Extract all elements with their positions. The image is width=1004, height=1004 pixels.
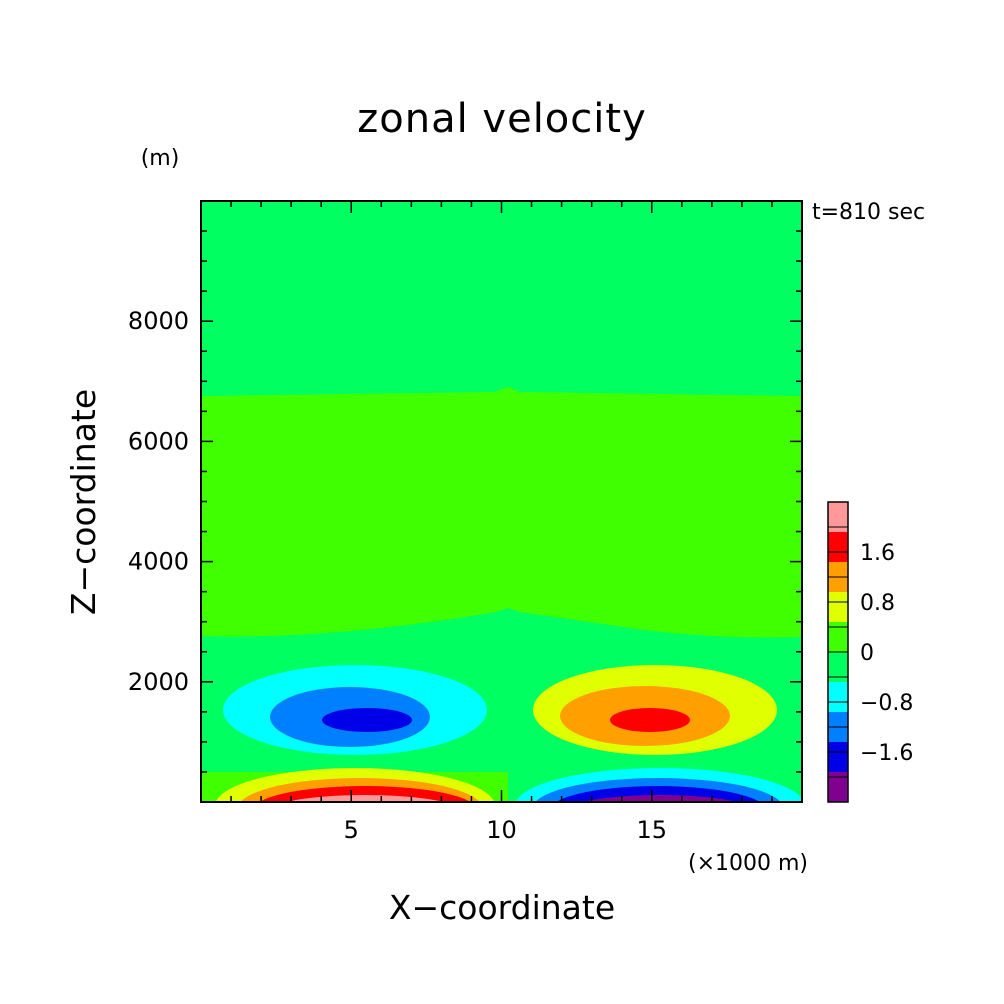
contour-surface-left-white — [272, 802, 452, 828]
y-unit-label: (m) — [141, 146, 180, 171]
contour-left-core — [322, 708, 412, 732]
axis-ticks — [201, 201, 802, 802]
colorbar-swatch — [828, 502, 848, 532]
chart-title: zonal velocity — [357, 96, 647, 142]
colorbar-tick-label: 0.8 — [860, 591, 895, 616]
time-label: t=810 sec — [812, 200, 925, 225]
contour-surface-left-red — [259, 786, 471, 802]
y-tick-label: 2000 — [128, 668, 189, 696]
y-tick-label: 8000 — [128, 307, 189, 335]
contour-surface-left-pink — [285, 795, 445, 802]
colorbar-tick-label: −1.6 — [860, 741, 913, 766]
colorbar-swatch — [828, 772, 848, 802]
colorbar-swatch — [828, 592, 848, 622]
contour-plot — [201, 201, 802, 828]
y-tick-label: 6000 — [128, 427, 189, 455]
colorbar-tick-label: −0.8 — [860, 691, 913, 716]
x-tick-label: 10 — [486, 816, 517, 844]
colorbar-tick-label: 0 — [860, 641, 874, 666]
contour-upper-light — [201, 387, 802, 638]
colorbar-swatch — [828, 682, 848, 712]
colorbar-swatch — [828, 742, 848, 772]
x-tick-label: 15 — [636, 816, 667, 844]
colorbar-swatch — [828, 622, 848, 652]
axis-tick-labels: 5 10 15 2000 4000 6000 8000 — [128, 307, 667, 844]
colorbar-swatch — [828, 652, 848, 682]
y-tick-label: 4000 — [128, 548, 189, 576]
y-axis-title: Z−coordinate — [64, 389, 103, 615]
colorbar-tick-label: 1.6 — [860, 541, 895, 566]
x-axis-title: X−coordinate — [389, 888, 615, 927]
contour-right-core — [610, 708, 690, 732]
x-tick-label: 5 — [344, 816, 359, 844]
x-unit-label: (×1000 m) — [688, 851, 808, 876]
colorbar-swatch — [828, 532, 848, 562]
colorbar: −1.6 −0.8 0 0.8 1.6 — [827, 501, 913, 803]
